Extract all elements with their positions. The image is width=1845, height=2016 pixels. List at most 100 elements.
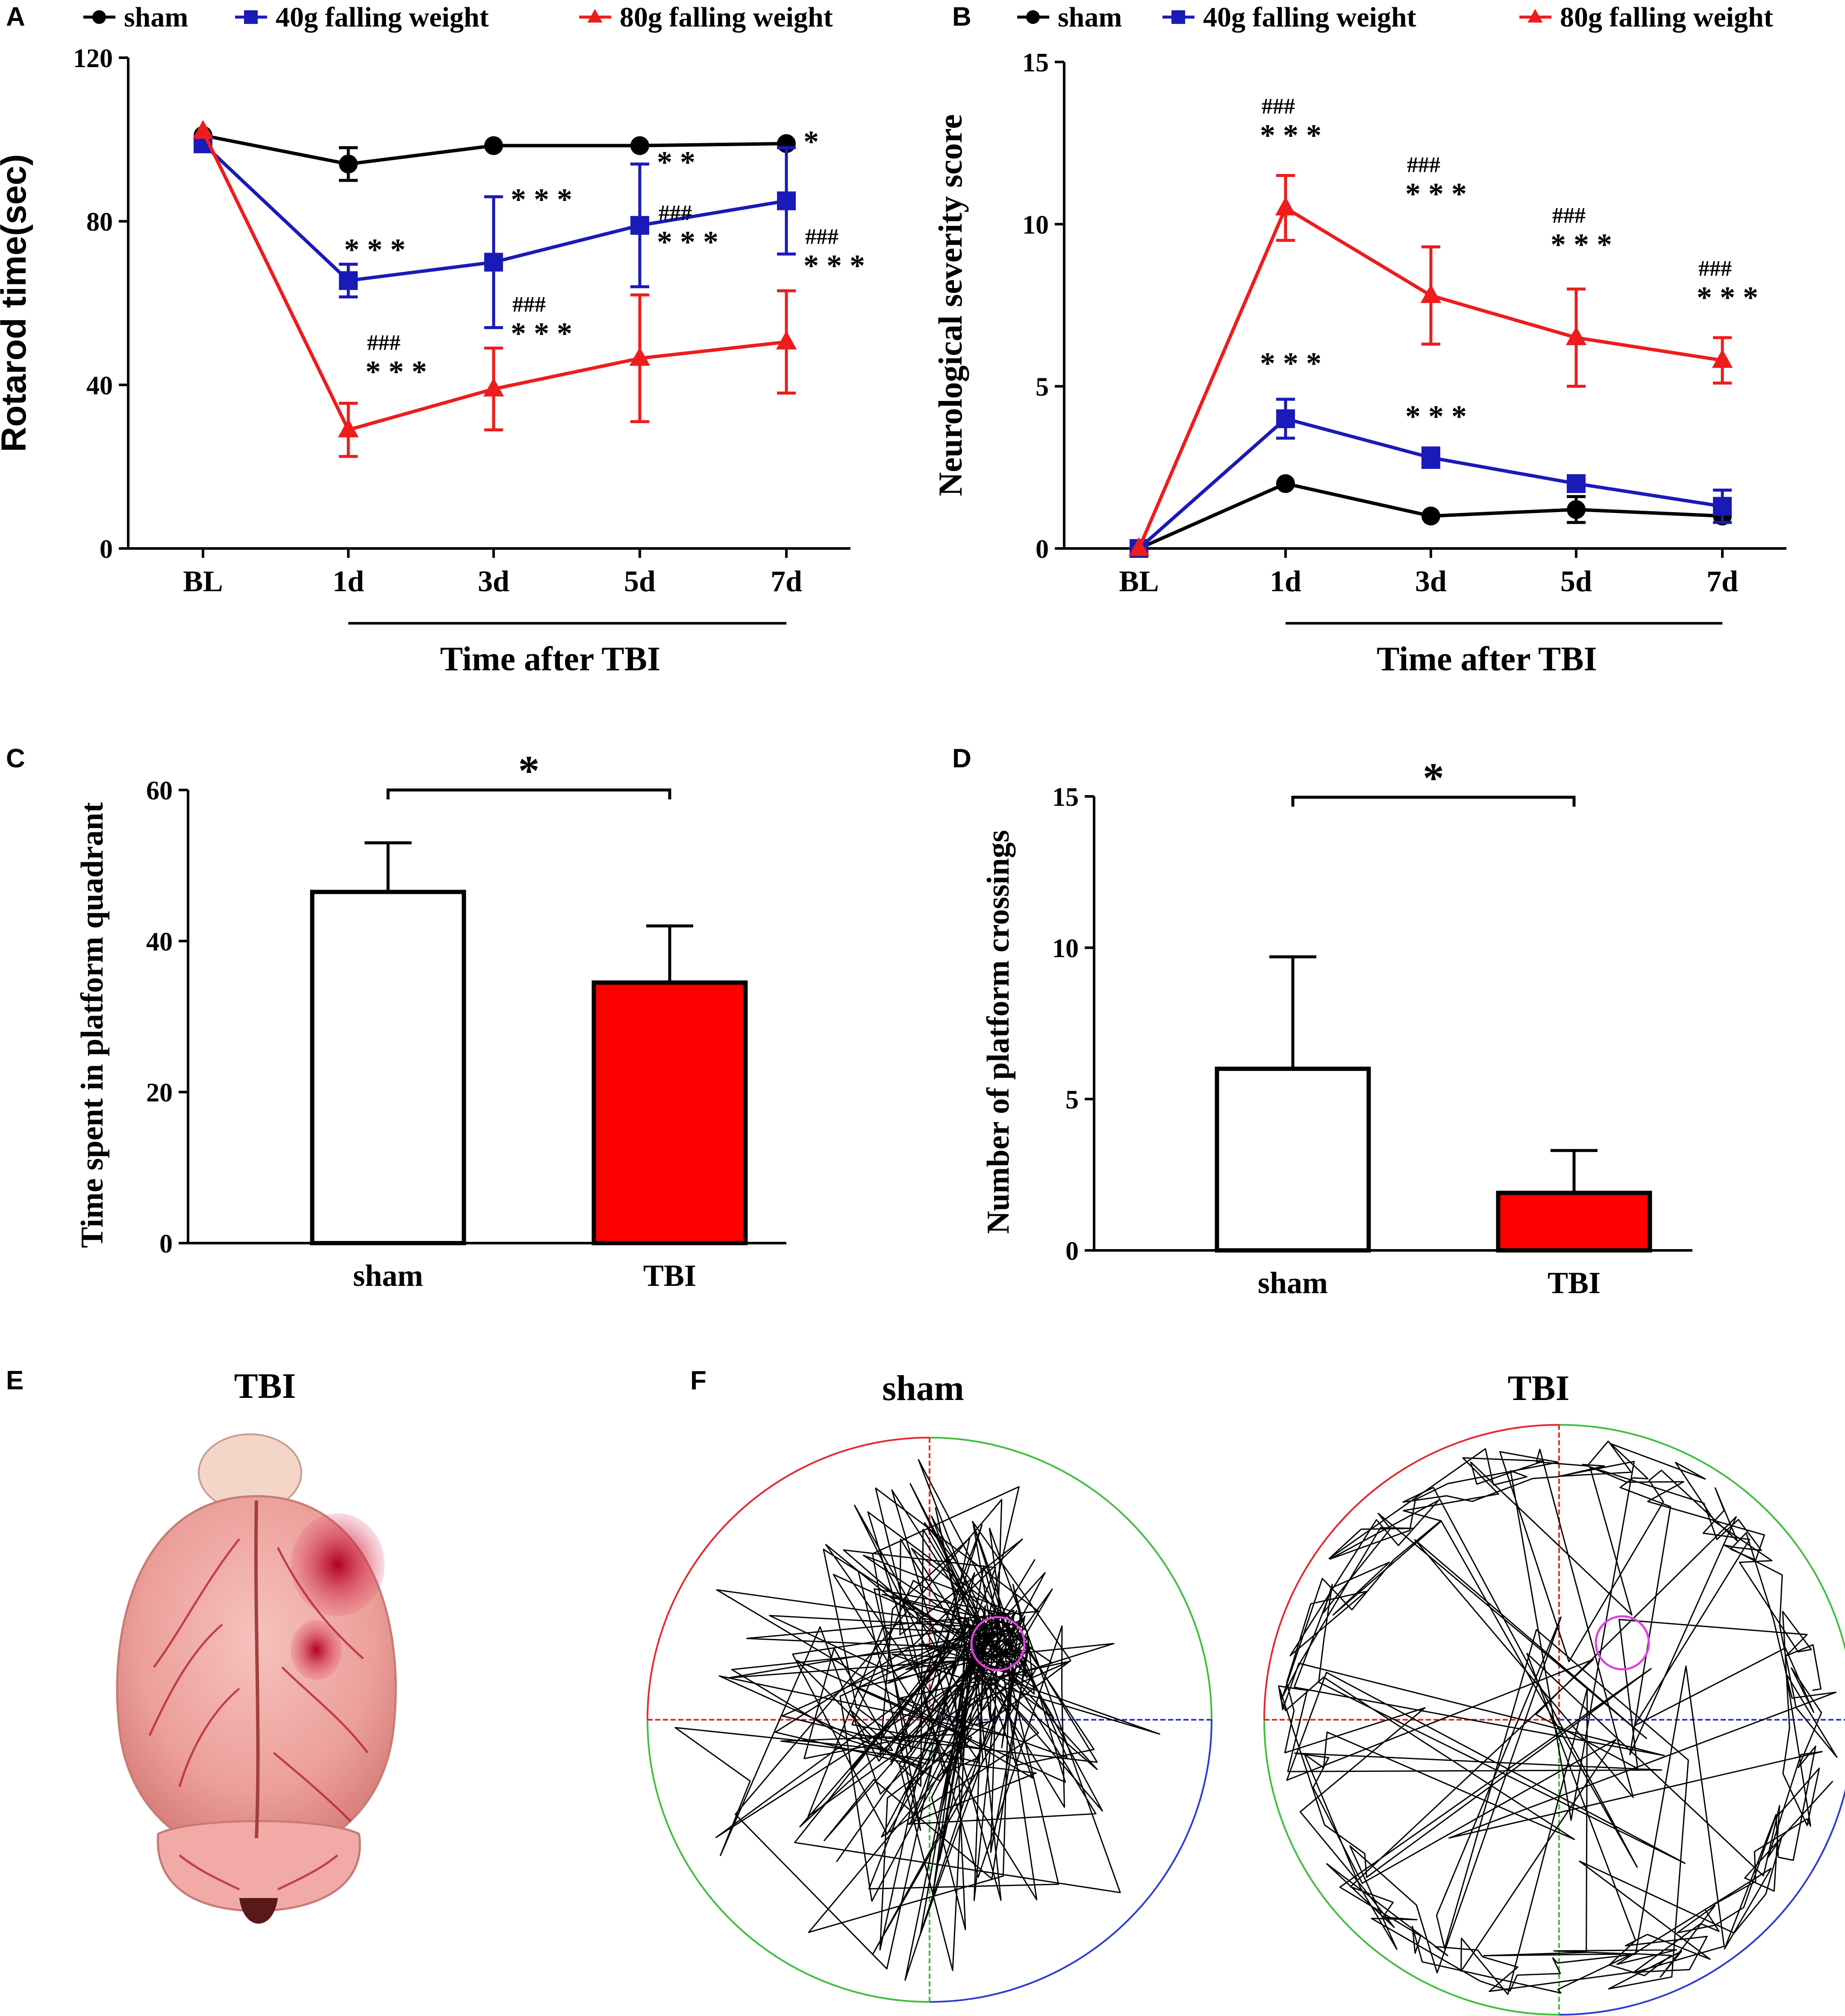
y-tick-label: 40	[146, 927, 173, 956]
data-point	[338, 419, 359, 438]
significance-stars: ***	[511, 182, 580, 216]
x-tick-label: 5d	[1560, 565, 1592, 598]
pool-edge-nw	[647, 1437, 930, 1720]
data-point	[1276, 474, 1295, 493]
panel-letter-c: C	[6, 744, 25, 773]
panel-d-platform-crossings-chart: 0 5 10 15 Number of platform crossings sham TB…	[981, 754, 1692, 1300]
significance-hash: ###	[805, 224, 839, 249]
y-tick-label: 5	[1065, 1085, 1079, 1114]
x-tick-label: 3d	[478, 565, 509, 598]
data-point	[1420, 284, 1442, 303]
y-tick-label: 60	[146, 776, 173, 805]
midline-fissure	[254, 1500, 260, 1839]
contusion-lesion	[291, 1513, 385, 1616]
panel-letter-a: A	[6, 2, 25, 32]
swim-path-title-tbi: TBI	[1508, 1368, 1570, 1408]
series-sham	[194, 126, 796, 182]
bar-sham	[1215, 1067, 1371, 1253]
pool-edge-ne	[1559, 1424, 1845, 1651]
significance-hash: ###	[367, 330, 400, 355]
data-point	[630, 136, 649, 155]
legend-marker	[92, 10, 106, 24]
data-point	[629, 347, 650, 366]
y-tick-label: 0	[159, 1229, 173, 1259]
y-tick-label: 0	[1036, 535, 1049, 564]
significance-stars: ***	[803, 248, 873, 283]
y-tick-label: 15	[1022, 48, 1049, 77]
data-point	[1712, 349, 1733, 368]
brainstem	[239, 1898, 278, 1924]
data-point	[1128, 537, 1150, 556]
legend: sham 40g falling weight 80g falling weight	[83, 2, 833, 33]
significance-stars: ***	[1260, 346, 1329, 380]
legend-label: 80g falling weight	[620, 2, 833, 33]
y-tick-label: 20	[146, 1079, 173, 1108]
x-tick-label: TBI	[643, 1259, 696, 1293]
panel-letter-b: B	[952, 2, 971, 32]
x-tick-label: 1d	[333, 565, 364, 598]
significance-stars: ***	[511, 316, 580, 351]
data-point	[630, 216, 649, 235]
x-tick-label: BL	[183, 565, 223, 598]
pool-edge-se	[1559, 1788, 1845, 2016]
pool-edge-se	[929, 1719, 1212, 2003]
water-maze-pool-tbi	[1263, 1424, 1845, 2016]
x-tick-label: 7d	[771, 565, 802, 598]
legend-label: sham	[124, 2, 188, 33]
brain-photo-title: TBI	[234, 1366, 296, 1406]
swim-path-title-sham: sham	[882, 1368, 964, 1408]
blood-vessels	[148, 1538, 368, 1891]
y-axis-label: Number of platform crossings	[981, 830, 1016, 1234]
significance-hash: ###	[1698, 256, 1732, 281]
y-tick-label: 15	[1052, 783, 1079, 812]
platform-target	[1595, 1615, 1650, 1671]
swim-path	[1278, 1441, 1838, 1995]
bar-TBI	[1496, 1191, 1652, 1253]
significance-hash: ###	[1262, 94, 1295, 119]
significance-stars: ***	[1260, 118, 1329, 153]
data-point	[776, 330, 797, 350]
data-point	[339, 271, 358, 290]
y-tick-label: 0	[100, 535, 113, 564]
swim-path	[674, 1459, 1160, 1981]
data-point	[1567, 474, 1586, 493]
significance-bracket	[386, 788, 671, 799]
legend-label: 80g falling weight	[1560, 2, 1773, 33]
legend-label: 40g falling weight	[1203, 2, 1416, 33]
y-tick-label: 5	[1036, 373, 1049, 402]
series-80g-falling-weight	[1128, 174, 1733, 556]
x-tick-label: BL	[1119, 565, 1159, 598]
data-point	[1713, 497, 1732, 516]
panel-letter-f: F	[690, 1366, 706, 1395]
data-point	[1276, 409, 1295, 428]
significance-bracket	[1291, 796, 1576, 807]
y-axis-label: Rotarod time(sec)	[0, 154, 33, 452]
x-tick-label: 7d	[1707, 565, 1738, 598]
x-tick-label: sham	[353, 1259, 423, 1293]
legend-marker	[244, 10, 258, 24]
significance-stars: *	[803, 124, 827, 159]
panel-b-neuro-score-chart: 0 5 10 15 BL 1d 3d 5d 7d Time after TBI Neurologic…	[932, 2, 1786, 678]
significance-hash: ###	[1407, 153, 1440, 177]
data-point	[339, 154, 358, 174]
panel-e-brain-photo: TBI	[116, 1366, 397, 1924]
pool-edge-sw	[647, 1719, 930, 2003]
legend-label: 40g falling weight	[276, 2, 489, 33]
significance-stars: **	[657, 145, 703, 180]
legend-marker	[1527, 9, 1543, 23]
panel-letter-e: E	[6, 1366, 24, 1395]
y-tick-label: 10	[1022, 210, 1049, 239]
data-point	[1565, 326, 1587, 345]
y-tick-label: 80	[86, 208, 113, 237]
data-point	[1567, 500, 1586, 519]
data-point	[777, 191, 796, 210]
series-line	[1138, 417, 1723, 550]
y-tick-label: 10	[1052, 934, 1079, 963]
pool-edge-sw	[1263, 1719, 1560, 2016]
data-point	[483, 377, 504, 397]
significance-star: *	[1423, 754, 1444, 802]
legend-marker	[1171, 10, 1185, 24]
panel-f-swim-paths: sham TBI	[647, 1368, 1845, 2016]
significance-stars: ***	[1551, 227, 1620, 262]
water-maze-pool-sham	[647, 1437, 1212, 2003]
